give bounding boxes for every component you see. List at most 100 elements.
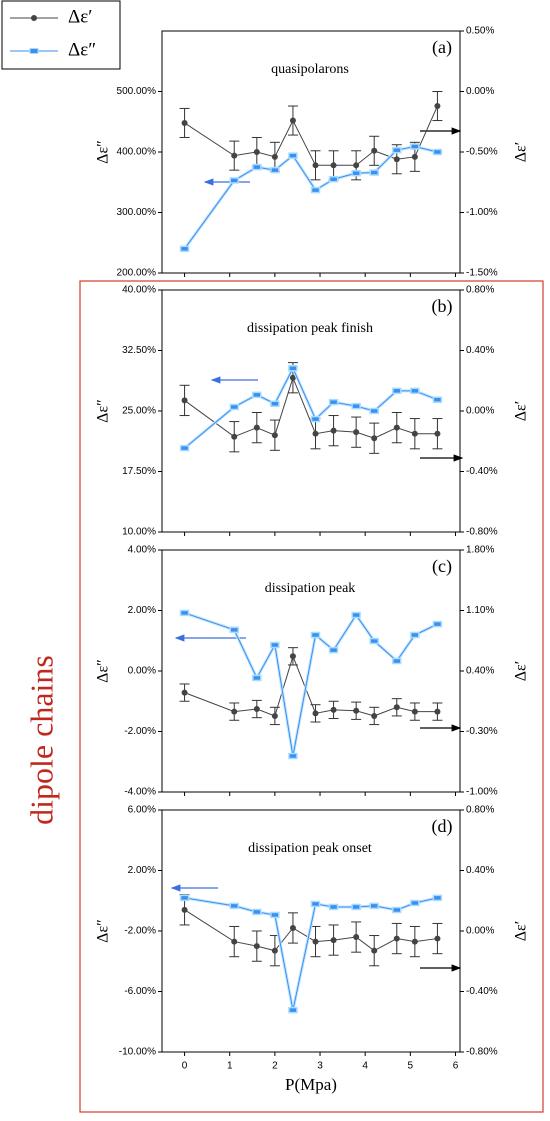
y-tick-label: -10.00% — [119, 1047, 156, 1058]
y-tick-label: -6.00% — [124, 986, 156, 997]
series-line-glow — [183, 145, 438, 250]
y-tick-label: 2.00% — [128, 865, 156, 876]
marker — [411, 430, 418, 437]
marker — [369, 902, 379, 910]
marker — [369, 637, 379, 645]
marker — [229, 626, 239, 634]
marker — [231, 433, 238, 440]
marker — [328, 175, 339, 183]
marker — [371, 712, 378, 719]
marker — [353, 707, 360, 714]
y2-tick-label: 0.40% — [466, 865, 494, 876]
y-axis-label: Δε″ — [95, 399, 112, 423]
y2-tick-label: 0.00% — [466, 86, 494, 97]
marker — [253, 943, 260, 950]
marker — [271, 432, 278, 439]
y2-tick-label: -0.80% — [466, 527, 498, 538]
y-tick-label: 40.00% — [122, 285, 156, 296]
marker — [289, 924, 296, 931]
marker — [353, 934, 360, 941]
marker — [330, 427, 337, 434]
series-line — [184, 612, 438, 757]
y2-tick-label: -0.80% — [466, 1047, 498, 1058]
marker — [253, 424, 260, 431]
y-tick-label: 25.00% — [122, 406, 156, 417]
marker — [371, 147, 378, 154]
marker — [271, 947, 278, 954]
marker — [351, 611, 361, 619]
marker — [351, 169, 361, 177]
y-axis-label: Δε″ — [95, 919, 112, 943]
y2-tick-label: 0.00% — [466, 406, 494, 417]
marker — [181, 397, 188, 404]
marker — [410, 899, 420, 907]
panel-title: dissipation peak — [265, 581, 356, 596]
marker — [270, 911, 280, 919]
marker — [393, 156, 400, 163]
marker — [353, 429, 360, 436]
marker — [371, 435, 378, 442]
marker — [253, 149, 260, 155]
marker — [289, 374, 296, 381]
panel-title: dissipation peak finish — [247, 321, 373, 336]
marker — [310, 900, 321, 908]
panel-label: (c) — [432, 556, 452, 577]
y-tick-label: 32.50% — [122, 345, 156, 356]
y-tick-label: 300.00% — [117, 207, 157, 218]
marker — [371, 947, 378, 954]
marker — [181, 119, 188, 126]
marker — [392, 387, 402, 395]
marker — [181, 906, 188, 913]
y2-axis-label: Δε′ — [513, 921, 530, 942]
marker — [312, 162, 319, 169]
y-tick-label: 400.00% — [117, 147, 157, 158]
y-axis-label: Δε″ — [95, 659, 112, 683]
marker — [353, 162, 360, 169]
legend-marker — [31, 15, 37, 21]
y2-tick-label: 0.50% — [466, 26, 494, 37]
x-tick-label: 4 — [362, 1061, 368, 1072]
marker — [312, 710, 319, 717]
y-tick-label: 10.00% — [122, 527, 156, 538]
y2-tick-label: 0.40% — [466, 666, 494, 677]
y2-tick-label: -0.30% — [466, 726, 498, 737]
marker — [231, 938, 238, 945]
marker — [330, 706, 337, 713]
series-line — [184, 654, 438, 717]
legend-marker — [29, 48, 39, 54]
y-tick-label: 2.00% — [128, 605, 156, 616]
marker — [411, 708, 418, 715]
marker — [252, 391, 262, 399]
marker — [328, 398, 339, 406]
marker — [432, 620, 443, 628]
y2-tick-label: 0.40% — [466, 345, 494, 356]
marker — [288, 1006, 298, 1014]
marker — [432, 396, 443, 403]
marker — [393, 935, 400, 942]
marker — [410, 387, 420, 395]
series-line — [184, 105, 438, 166]
marker — [369, 407, 379, 415]
marker — [432, 148, 443, 156]
marker — [310, 186, 321, 194]
y2-tick-label: -0.50% — [466, 147, 498, 158]
marker — [270, 166, 280, 174]
x-axis-label: P(Mpa) — [285, 1075, 337, 1094]
marker — [289, 117, 296, 124]
marker — [411, 153, 418, 160]
marker — [252, 674, 262, 682]
x-tick-label: 3 — [317, 1061, 323, 1072]
marker — [179, 894, 190, 902]
marker — [253, 706, 260, 713]
marker — [310, 631, 321, 639]
marker — [411, 938, 418, 945]
marker — [229, 177, 239, 184]
marker — [369, 169, 379, 176]
marker — [229, 403, 239, 411]
marker — [231, 152, 238, 159]
y2-axis-label: Δε′ — [513, 142, 530, 163]
y-tick-label: 200.00% — [117, 268, 157, 279]
marker — [179, 444, 190, 452]
marker — [179, 609, 190, 617]
